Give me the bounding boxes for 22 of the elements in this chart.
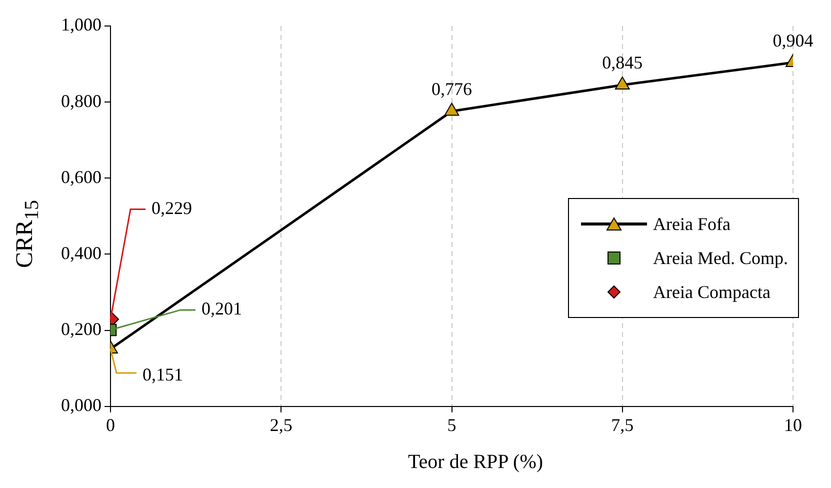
data-label: 0,776 — [432, 78, 472, 99]
y-tick-label: 1,000 — [61, 14, 102, 35]
y-tick-label: 0,800 — [61, 90, 102, 111]
x-tick-label: 7,5 — [611, 414, 634, 435]
data-label: 0,229 — [152, 198, 192, 218]
y-tick-label: 0,600 — [61, 166, 102, 187]
x-tick-label: 5 — [447, 414, 456, 435]
data-label: 0,904 — [772, 30, 814, 50]
legend-label: Areia Med. Comp. — [653, 248, 788, 268]
legend-label: Areia Fofa — [653, 214, 730, 234]
y-tick-label: 0,200 — [61, 319, 102, 340]
data-label: 0,845 — [602, 52, 643, 73]
x-tick-label: 0 — [106, 414, 115, 435]
y-tick-label: 0,000 — [61, 395, 102, 416]
y-tick-label: 0,400 — [61, 242, 102, 263]
legend-label: Areia Compacta — [653, 282, 770, 302]
data-label: 0,151 — [142, 364, 183, 385]
x-axis-title: Teor de RPP (%) — [406, 451, 544, 474]
data-label: 0,201 — [202, 298, 242, 319]
x-tick-label: 10 — [784, 414, 802, 435]
point — [444, 102, 460, 116]
x-tick-label: 2,5 — [270, 414, 292, 435]
